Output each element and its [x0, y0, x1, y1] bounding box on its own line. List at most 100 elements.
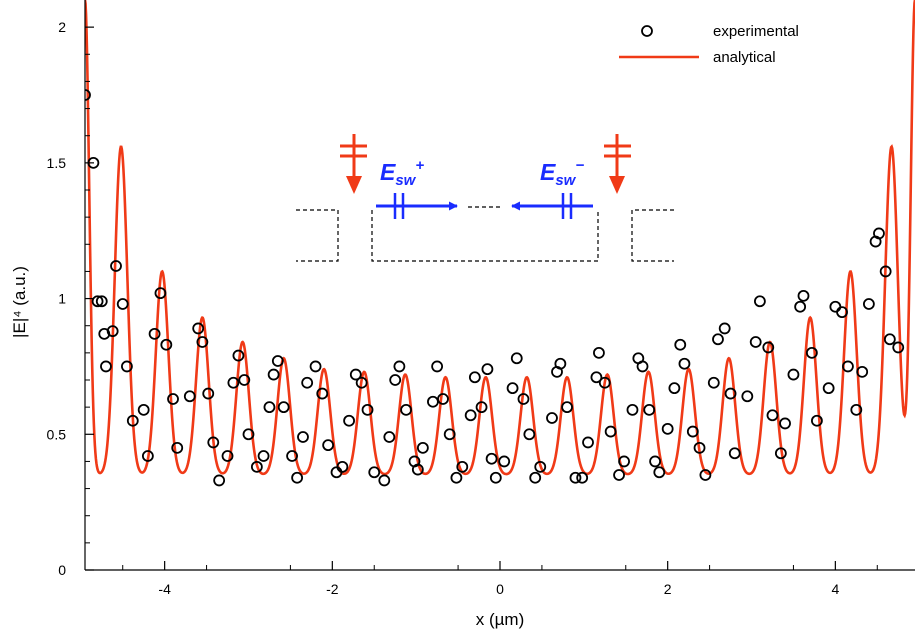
- experimental-point: [774, 447, 787, 460]
- experimental-point: [604, 425, 617, 438]
- experimental-point: [554, 357, 567, 370]
- experimental-point: [576, 471, 589, 484]
- experimental-point: [561, 401, 573, 414]
- experimental-point: [437, 393, 449, 405]
- experimental-point: [569, 471, 582, 484]
- experimental-point: [291, 471, 304, 484]
- y-axis-label: |E|⁴ (a.u.): [10, 266, 29, 338]
- x-axis-label: x (µm): [476, 610, 525, 629]
- experimental-point: [546, 412, 558, 424]
- experimental-point: [427, 395, 439, 408]
- legend-experimental-marker: [641, 25, 653, 37]
- forward-wave-arrow: [376, 193, 458, 219]
- experimental-point: [383, 431, 396, 443]
- experimental-point: [598, 376, 611, 389]
- inset-left-wall: [296, 209, 339, 262]
- experimental-point: [183, 390, 196, 403]
- experimental-point: [349, 368, 362, 381]
- experimental-point: [529, 471, 542, 484]
- experimental-point: [148, 327, 161, 340]
- experimental-point: [154, 287, 167, 300]
- experimental-point: [674, 338, 687, 351]
- experimental-point: [464, 409, 477, 422]
- experimental-point: [213, 474, 226, 487]
- inset-diagram: Esw+ Esw−: [296, 134, 674, 262]
- x-tick-label: -2: [326, 581, 339, 597]
- experimental-point: [106, 325, 119, 338]
- experimental-point: [100, 360, 112, 373]
- experimental-point: [267, 368, 280, 381]
- experimental-point: [355, 376, 368, 389]
- experimental-point: [649, 455, 662, 468]
- experimental-point: [336, 460, 349, 473]
- experimental-point: [400, 403, 413, 416]
- experimental-point: [498, 455, 511, 468]
- experimental-point: [534, 460, 547, 473]
- experimental-point: [393, 360, 406, 373]
- experimental-point: [481, 363, 494, 376]
- y-ticks: 0 0.5 1 1.5 2: [47, 19, 94, 578]
- experimental-point: [137, 403, 150, 416]
- analytical-curve: [85, 0, 915, 476]
- x-tick-label: 0: [496, 581, 504, 597]
- experimental-point: [811, 414, 823, 427]
- experimental-point: [678, 357, 691, 370]
- experimental-point: [517, 393, 530, 405]
- legend-experimental-label: experimental: [713, 23, 799, 40]
- experimental-point: [95, 295, 108, 308]
- experimental-point: [277, 401, 290, 414]
- experimental-point: [196, 336, 209, 348]
- experimental-point: [263, 401, 276, 414]
- experimental-point: [450, 471, 463, 484]
- plot-area: [85, 0, 915, 487]
- experimental-point: [892, 341, 905, 354]
- experimental-point: [636, 360, 649, 373]
- left-source-arrow: [340, 134, 367, 194]
- experimental-point: [829, 300, 842, 313]
- y-tick-label: 1.5: [47, 155, 67, 171]
- experimental-point: [368, 466, 381, 479]
- axes: -4 -2 0 2 4 0 0.5 1 1.5 2 x (µm) |E|⁴ (a.u.): [10, 0, 915, 629]
- esw-minus-label: Esw−: [540, 157, 584, 189]
- experimental-point: [779, 417, 791, 430]
- y-tick-label: 2: [58, 19, 66, 35]
- inset-center-cavity: [371, 210, 599, 262]
- experimental-point: [686, 425, 699, 438]
- experimental-point: [238, 374, 251, 386]
- experimental-point: [766, 409, 779, 422]
- experimental-point: [661, 422, 674, 435]
- experimental-points: [85, 89, 905, 487]
- experimental-point: [167, 393, 179, 405]
- experimental-point: [207, 436, 220, 449]
- experimental-point: [227, 376, 240, 389]
- experimental-point: [221, 450, 234, 462]
- experimental-point: [794, 300, 807, 313]
- experimental-point: [523, 428, 536, 441]
- experimental-point: [411, 463, 424, 476]
- y-tick-label: 0: [58, 562, 66, 578]
- experimental-point: [836, 306, 848, 319]
- experimental-point: [728, 447, 741, 460]
- experimental-point: [378, 474, 391, 487]
- experimental-point: [192, 322, 205, 335]
- experimental-point: [141, 450, 154, 462]
- x-ticks: -4 -2 0 2 4: [122, 561, 878, 597]
- experimental-point: [271, 355, 284, 367]
- experimental-point: [160, 338, 173, 351]
- experimental-point: [618, 455, 630, 468]
- backward-wave-arrow: [511, 193, 593, 219]
- experimental-point: [862, 298, 875, 310]
- experimental-point: [506, 382, 519, 395]
- experimental-point: [879, 265, 892, 278]
- experimental-point: [753, 295, 766, 308]
- experimental-point: [787, 368, 800, 381]
- experimental-point: [316, 387, 329, 400]
- experimental-point: [322, 439, 335, 452]
- experimental-point: [712, 333, 724, 346]
- experimental-point: [85, 89, 91, 101]
- experimental-point: [668, 382, 681, 395]
- experimental-point: [416, 441, 429, 454]
- experimental-point: [110, 260, 122, 272]
- experimental-point: [850, 403, 863, 416]
- experimental-point: [593, 346, 605, 359]
